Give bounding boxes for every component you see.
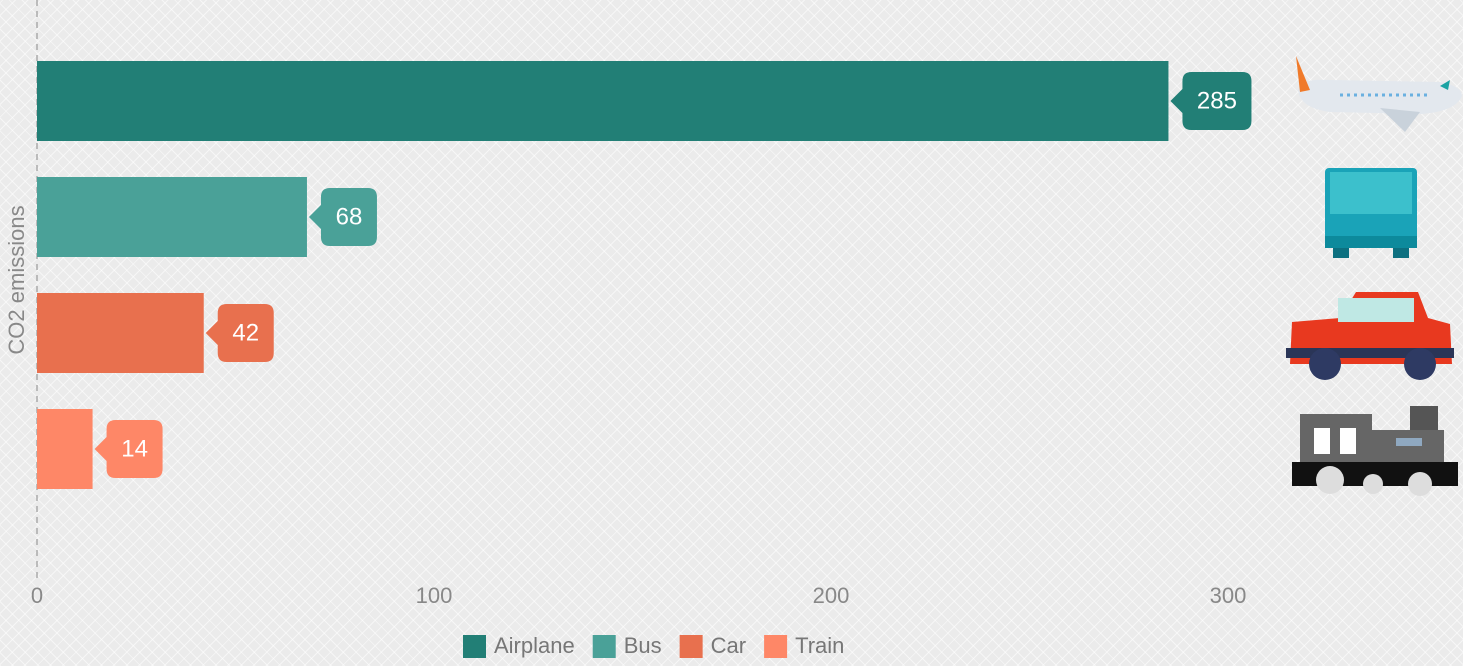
- data-label-callout: [94, 420, 163, 478]
- legend-swatch: [764, 635, 788, 658]
- data-label: 42: [232, 319, 259, 346]
- train-icon: [1292, 406, 1458, 496]
- bar: [37, 177, 307, 257]
- legend-label: Train: [795, 633, 844, 658]
- legend-label: Airplane: [494, 633, 575, 658]
- car-icon: [1286, 292, 1454, 380]
- legend-label: Car: [711, 633, 746, 658]
- legend-swatch: [679, 635, 703, 658]
- legend-label: Bus: [624, 633, 662, 658]
- airplane-icon: [1296, 56, 1462, 132]
- data-label-callout: [1170, 72, 1252, 130]
- data-label: 14: [121, 435, 148, 462]
- bar: [37, 61, 1169, 141]
- x-tick-label: 0: [31, 583, 43, 608]
- x-tick-label: 100: [416, 583, 453, 608]
- bus-icon: [1325, 168, 1417, 258]
- data-label-callout: [205, 304, 274, 362]
- legend-swatch: [463, 635, 486, 658]
- y-axis-label: CO2 emissions: [4, 205, 29, 354]
- x-tick-label: 200: [813, 583, 850, 608]
- data-label: 285: [1197, 87, 1237, 114]
- data-label-callout: [308, 188, 377, 246]
- bar: [37, 293, 204, 373]
- bar: [37, 409, 93, 489]
- data-label: 68: [336, 203, 363, 230]
- legend-swatch: [592, 635, 616, 658]
- x-tick-label: 300: [1210, 583, 1247, 608]
